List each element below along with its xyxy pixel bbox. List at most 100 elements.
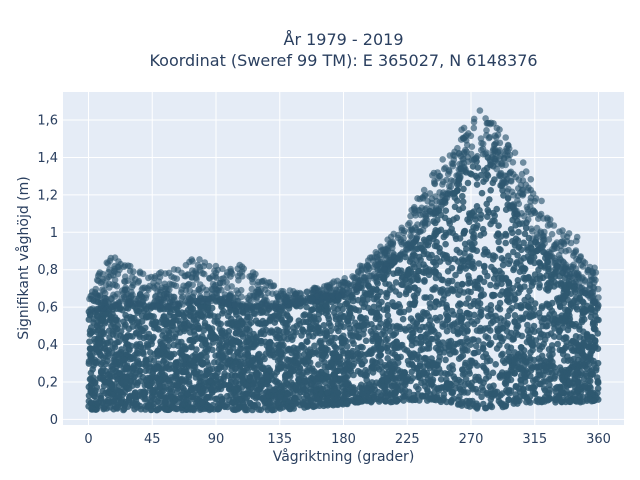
data-point	[567, 390, 575, 397]
data-point	[426, 395, 433, 403]
data-point	[337, 323, 344, 330]
data-point	[530, 322, 538, 330]
data-point	[560, 357, 568, 364]
data-point	[519, 159, 527, 166]
data-point	[460, 329, 468, 337]
data-point	[498, 274, 506, 282]
data-point	[424, 330, 431, 337]
data-point	[578, 363, 586, 370]
data-point	[361, 300, 369, 308]
data-point	[488, 263, 495, 271]
data-point	[434, 393, 441, 400]
data-point	[548, 369, 556, 377]
data-point	[327, 327, 335, 335]
data-point	[347, 329, 354, 337]
data-point	[279, 404, 287, 411]
data-point	[171, 366, 179, 373]
data-point	[114, 391, 122, 399]
data-point	[507, 344, 515, 352]
data-point	[139, 284, 146, 292]
data-point	[548, 275, 555, 283]
data-point	[248, 319, 255, 327]
data-point	[440, 255, 448, 262]
data-point	[463, 335, 471, 343]
data-point	[282, 319, 290, 327]
data-point	[473, 181, 481, 188]
data-point	[299, 326, 306, 334]
data-point	[512, 235, 520, 242]
data-point	[324, 373, 332, 381]
data-point	[539, 322, 546, 330]
data-point	[487, 319, 495, 327]
data-point	[482, 375, 490, 383]
data-point	[467, 341, 474, 349]
data-point	[95, 333, 103, 341]
data-point	[266, 338, 274, 346]
data-point	[472, 373, 479, 381]
data-point	[192, 374, 200, 381]
data-point	[487, 385, 495, 393]
data-point	[495, 222, 502, 229]
data-point	[329, 401, 337, 409]
data-point	[339, 347, 347, 355]
data-point	[86, 345, 94, 352]
data-point	[531, 271, 539, 278]
data-point	[114, 375, 121, 383]
data-point	[199, 333, 206, 340]
data-point	[298, 382, 306, 390]
data-point	[442, 310, 450, 318]
data-point	[469, 400, 477, 408]
data-point	[515, 228, 522, 236]
data-point	[108, 383, 115, 390]
data-point	[465, 295, 472, 302]
data-point	[414, 287, 422, 294]
data-point	[471, 311, 478, 319]
data-point	[586, 396, 594, 403]
data-point	[502, 402, 510, 410]
data-point	[421, 278, 428, 285]
data-point	[410, 292, 418, 300]
data-point	[580, 299, 587, 306]
data-point	[278, 338, 285, 345]
data-point	[562, 366, 569, 374]
data-point	[266, 317, 274, 325]
data-point	[430, 235, 437, 243]
data-point	[513, 355, 521, 362]
data-point	[429, 286, 436, 293]
data-point	[160, 320, 168, 328]
data-point	[223, 338, 231, 346]
data-point	[170, 313, 177, 321]
data-point	[480, 263, 488, 271]
data-point	[180, 325, 187, 333]
data-point	[126, 370, 134, 378]
data-point	[145, 367, 153, 374]
data-point	[144, 342, 152, 349]
data-point	[89, 404, 96, 412]
data-point	[469, 234, 477, 241]
data-point	[272, 385, 279, 393]
data-point	[145, 334, 153, 341]
data-point	[385, 281, 393, 288]
data-point	[172, 395, 179, 403]
data-point	[520, 362, 528, 369]
data-point	[522, 168, 530, 175]
data-point	[464, 280, 472, 287]
data-point	[587, 384, 594, 392]
data-point	[179, 343, 186, 350]
data-point	[460, 323, 467, 331]
data-point	[499, 324, 507, 332]
data-point	[349, 362, 356, 370]
data-point	[556, 333, 563, 341]
data-point	[373, 364, 381, 371]
data-point	[473, 317, 481, 325]
data-point	[493, 345, 501, 352]
data-point	[336, 353, 343, 361]
data-point	[423, 360, 431, 368]
data-point	[402, 387, 409, 394]
data-point	[199, 304, 207, 312]
data-point	[367, 291, 375, 299]
data-point	[527, 338, 534, 346]
data-point	[392, 382, 399, 390]
data-point	[228, 372, 235, 379]
